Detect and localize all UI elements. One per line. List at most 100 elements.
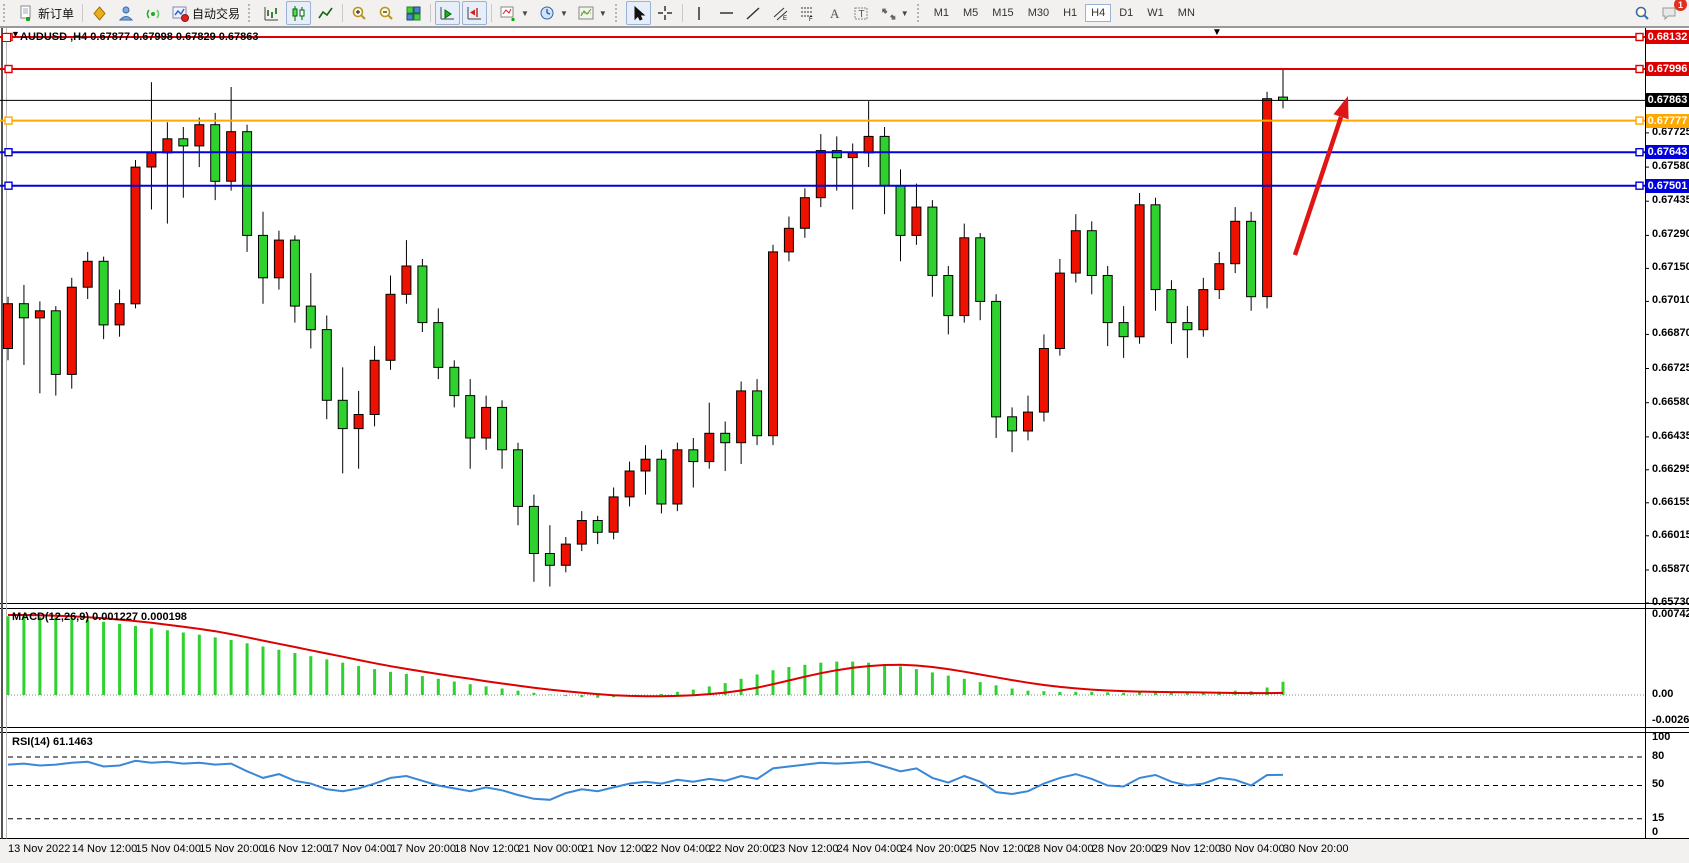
trendline-button[interactable]	[741, 1, 766, 25]
line-handle[interactable]	[4, 64, 13, 74]
arrows-tool-button[interactable]: ▼	[876, 1, 913, 25]
line-handle[interactable]	[1635, 64, 1644, 74]
indicators-icon	[500, 5, 517, 22]
chart-title: AUDUSD ,H4 0.67877 0.67998 0.67829 0.678…	[20, 31, 259, 43]
line-handle[interactable]	[4, 147, 13, 157]
text-label-icon: T	[853, 5, 870, 22]
indicators-button[interactable]: ▼	[496, 1, 533, 25]
ohlc-values: 0.67877 0.67998 0.67829 0.67863	[90, 31, 259, 43]
toolbar-grip[interactable]	[916, 4, 924, 22]
price-tick-label: 0.66580	[1652, 395, 1689, 408]
periods-button[interactable]: ▼	[535, 1, 572, 25]
macd-indicator-label: MACD(12,26,9) 0.001227 0.000198	[12, 611, 187, 623]
line-handle[interactable]	[1635, 32, 1644, 42]
time-tick-label: 24 Nov 04:00	[836, 843, 903, 855]
cursor-icon	[630, 5, 647, 22]
auto-trading-button-label: 自动交易	[192, 6, 241, 21]
time-tick-label: 25 Nov 12:00	[964, 843, 1030, 855]
zoom-out-button[interactable]	[374, 1, 399, 25]
line-handle[interactable]	[1635, 181, 1644, 190]
signals-icon	[145, 5, 162, 22]
price-tick-label: 0.66155	[1652, 495, 1689, 508]
price-axis-ticks	[1645, 132, 1649, 604]
macd-panel	[6, 614, 1645, 698]
timeframe-d1[interactable]: D1	[1119, 7, 1134, 19]
rsi-axis-label: 80	[1652, 750, 1665, 762]
cursor-button[interactable]	[625, 1, 651, 25]
price-tick-label: 0.67010	[1652, 294, 1689, 307]
dropdown-caret-icon[interactable]: ▼	[559, 8, 568, 18]
fibonacci-button[interactable]: F	[795, 1, 820, 25]
chart-window: ▼ AUDUSD ,H4 0.67877 0.67998 0.67829 0.6…	[0, 27, 1689, 863]
level-price-badge: 0.67996	[1646, 62, 1689, 77]
navigator-button[interactable]	[114, 1, 139, 25]
auto-trading-button[interactable]: 自动交易	[168, 1, 244, 25]
notifications-button[interactable]: 1	[1657, 0, 1687, 25]
price-tick-label: 0.66725	[1652, 361, 1689, 374]
dropdown-caret-icon[interactable]: ▼	[598, 8, 607, 18]
line-handle[interactable]	[2, 33, 11, 42]
macd-name: MACD(12,26,9)	[12, 611, 90, 623]
time-tick-label: 17 Nov 20:00	[390, 843, 456, 855]
time-tick-label: 18 Nov 12:00	[454, 843, 520, 855]
time-axis: 13 Nov 2022 14 Nov 12:00 15 Nov 04:00 15 No…	[0, 839, 1689, 863]
auto-scroll-button[interactable]	[435, 1, 461, 25]
svg-text:F: F	[809, 17, 813, 22]
timeframe-m15[interactable]: M15	[992, 7, 1014, 19]
zoom-in-button[interactable]	[347, 1, 372, 25]
price-tick-label: 0.67725	[1652, 125, 1689, 138]
bar-chart-button[interactable]	[259, 1, 284, 25]
trend-arrow[interactable]	[1292, 96, 1349, 256]
dropdown-caret-icon[interactable]: ▼	[900, 8, 909, 18]
macd-axis-label: 0.007422	[1652, 608, 1689, 620]
toolbar-grip[interactable]	[614, 4, 622, 22]
timeframe-mn[interactable]: MN	[1177, 7, 1195, 19]
toolbar-grip[interactable]	[3, 4, 10, 22]
timeframe-h1[interactable]: H1	[1063, 7, 1078, 19]
rsi-axis-label: 100	[1652, 731, 1671, 743]
line-handle[interactable]	[4, 116, 13, 125]
new-order-button[interactable]: 新订单	[14, 1, 78, 25]
line-handle[interactable]	[1635, 116, 1644, 125]
timeframe-m30[interactable]: M30	[1027, 7, 1050, 19]
text-button[interactable]: A	[822, 1, 847, 25]
auto-trading-icon	[172, 5, 190, 22]
rsi-axis-label: 0	[1652, 826, 1659, 838]
level-price-badge: 0.67501	[1646, 178, 1689, 193]
horizontal-line-button[interactable]	[714, 1, 739, 25]
price-tick-label: 0.66435	[1652, 429, 1689, 442]
market-watch-button[interactable]	[87, 1, 112, 25]
time-tick-label: 16 Nov 12:00	[263, 843, 329, 855]
text-label-button[interactable]: T	[849, 1, 874, 25]
auto-scroll-icon	[439, 5, 456, 22]
crosshair-icon	[657, 5, 674, 22]
templates-button[interactable]: ▼	[574, 1, 611, 25]
rsi-line	[7, 759, 1284, 801]
timeframe-w1[interactable]: W1	[1147, 7, 1164, 19]
vertical-line-button[interactable]	[687, 1, 712, 25]
time-tick-label: 21 Nov 00:00	[518, 843, 584, 855]
price-tick-label: 0.67150	[1652, 261, 1689, 274]
timeframe-m5[interactable]: M5	[963, 7, 979, 19]
toolbar-grip[interactable]	[248, 4, 255, 22]
crosshair-button[interactable]	[653, 1, 678, 25]
chart-shift-button[interactable]	[462, 1, 488, 25]
line-chart-button[interactable]	[313, 1, 338, 25]
equidistant-channel-button[interactable]: E	[768, 1, 793, 25]
line-handle[interactable]	[4, 181, 13, 190]
line-handle[interactable]	[1635, 147, 1644, 157]
tile-windows-icon	[405, 5, 422, 22]
tile-windows-button[interactable]	[401, 1, 426, 25]
line-chart-icon	[317, 5, 334, 22]
timeframe-h4[interactable]: H4	[1085, 4, 1112, 22]
candlestick-button[interactable]	[286, 1, 312, 25]
level-price-badge: 0.67643	[1646, 145, 1689, 160]
search-button[interactable]	[1630, 1, 1655, 25]
current-price-badge: 0.67863	[1646, 93, 1689, 108]
price-level-lines	[0, 32, 1645, 190]
dropdown-caret-icon[interactable]: ▼	[521, 8, 529, 18]
time-tick-label: 13 Nov 2022	[8, 843, 71, 855]
toolbar-separator	[82, 4, 84, 22]
timeframe-m1[interactable]: M1	[933, 7, 949, 19]
signals-button[interactable]	[141, 1, 166, 25]
